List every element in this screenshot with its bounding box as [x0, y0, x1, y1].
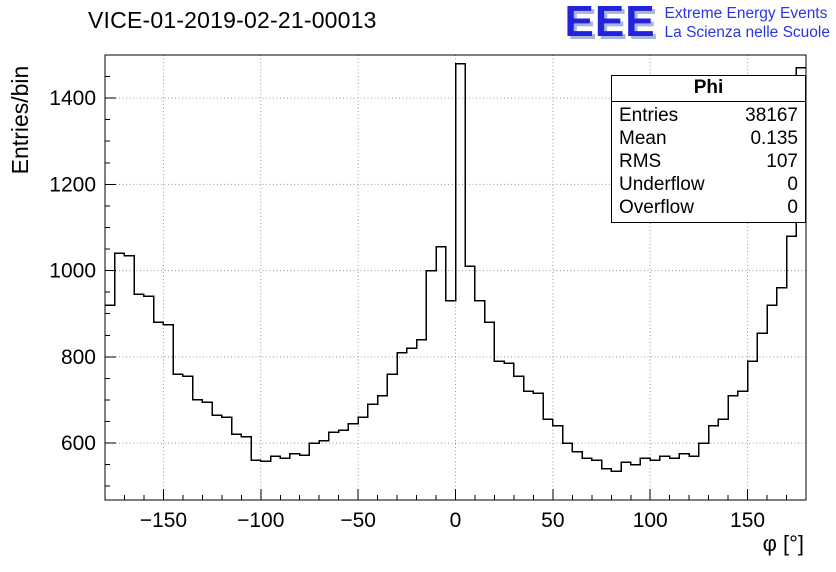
stats-row-label: Entries [619, 105, 679, 126]
y-tick-label: 1200 [49, 173, 96, 196]
stats-rows: Entries 38167 Mean 0.135 RMS 107 Underflow 0 Ove… [612, 102, 805, 222]
stats-row-label: Mean [619, 128, 667, 149]
stats-row: RMS 107 [612, 150, 805, 173]
plot-frame [104, 54, 807, 501]
stats-row-label: RMS [619, 151, 662, 172]
stats-row: Overflow 0 [612, 196, 805, 219]
eee-logo-text: Extreme Energy Events La Scienza nelle S… [665, 1, 830, 43]
x-tick-label: −100 [237, 509, 284, 532]
stats-box: Phi Entries 38167 Mean 0.135 RMS 107 Underflow… [611, 75, 806, 223]
stats-row: Mean 0.135 [612, 127, 805, 150]
stats-row-value: 0.135 [750, 128, 798, 149]
y-tick-label: 800 [61, 346, 96, 369]
x-tick-label: −150 [140, 509, 187, 532]
stats-row-label: Overflow [619, 197, 694, 218]
histogram-line [105, 62, 806, 472]
x-tick-label: 100 [633, 509, 668, 532]
y-tick-label: 1000 [49, 260, 96, 283]
eee-logo-acronym: EEE [564, 0, 656, 46]
eee-logo: EEE Extreme Energy Events La Scienza nel… [564, 0, 831, 46]
plot-title: VICE-01-2019-02-21-00013 [88, 7, 377, 33]
y-tick-label: 600 [61, 432, 96, 455]
x-axis-title: φ [°] [763, 531, 804, 556]
stats-row-value: 38167 [745, 105, 798, 126]
x-tick-label: 150 [730, 509, 765, 532]
eee-logo-line2: La Scienza nelle Scuole [664, 24, 830, 42]
y-axis-title: Entries/bin [7, 66, 33, 175]
y-tick-label: 1400 [49, 87, 96, 110]
x-tick-label: 0 [450, 509, 462, 532]
stats-row: Entries 38167 [612, 104, 805, 127]
x-tick-label: −50 [340, 509, 376, 532]
stats-row-label: Underflow [619, 174, 705, 195]
stats-row-value: 0 [787, 174, 798, 195]
eee-logo-line1: Extreme Energy Events [664, 5, 828, 22]
x-tick-label: 50 [541, 509, 564, 532]
stats-row-value: 107 [766, 151, 798, 172]
stats-row-value: 0 [787, 197, 798, 218]
stats-title: Phi [612, 76, 805, 102]
stats-row: Underflow 0 [612, 173, 805, 196]
